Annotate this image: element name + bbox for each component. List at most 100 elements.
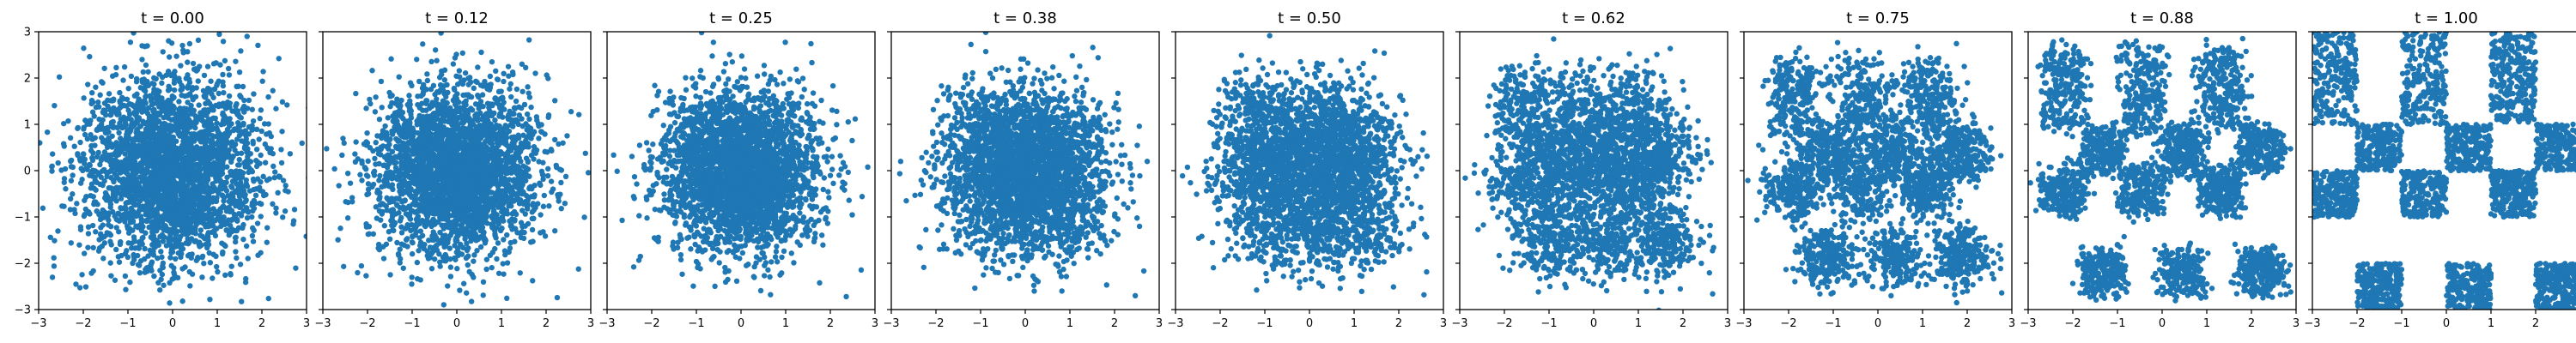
scatter-point — [399, 110, 406, 116]
scatter-point — [90, 150, 96, 156]
scatter-point — [217, 155, 223, 161]
scatter-point — [190, 60, 197, 67]
scatter-point — [427, 244, 434, 250]
scatter-point — [413, 196, 419, 202]
scatter-point — [159, 186, 165, 192]
scatter-point — [276, 56, 282, 62]
scatter-point — [185, 208, 192, 214]
scatter-point — [564, 133, 570, 139]
scatter-point — [140, 69, 146, 75]
scatter-point — [399, 172, 405, 178]
scatter-point — [257, 115, 263, 122]
x-tick-label: −1 — [119, 317, 136, 330]
scatter-point — [83, 165, 89, 172]
scatter-point — [148, 261, 155, 267]
scatter-point — [209, 91, 215, 97]
scatter-point — [124, 131, 130, 138]
scatter-point — [251, 91, 257, 97]
scatter-point — [477, 99, 484, 105]
scatter-point — [98, 225, 104, 231]
scatter-point — [81, 95, 87, 101]
scatter-point — [476, 93, 482, 100]
scatter-point — [223, 188, 230, 194]
scatter-point — [121, 137, 127, 144]
scatter-point — [163, 163, 170, 169]
scatter-point — [235, 128, 241, 134]
scatter-point — [152, 145, 158, 151]
scatter-point — [162, 140, 168, 146]
scatter-point — [97, 92, 103, 98]
scatter-point — [85, 244, 91, 250]
scatter-point — [389, 128, 395, 135]
scatter-point — [215, 268, 221, 275]
scatter-point — [400, 206, 407, 213]
scatter-point — [233, 249, 239, 255]
scatter-point — [280, 178, 287, 184]
scatter-point — [118, 205, 124, 211]
scatter-point — [137, 123, 144, 129]
scatter-point — [197, 211, 203, 218]
scatter-point — [235, 200, 242, 207]
scatter-point — [113, 246, 119, 253]
scatter-point — [284, 102, 290, 108]
scatter-point — [270, 87, 276, 93]
scatter-point — [176, 79, 183, 85]
scatter-point — [238, 48, 244, 54]
scatter-point — [526, 90, 532, 96]
scatter-point — [235, 185, 241, 191]
scatter-point — [125, 107, 131, 113]
scatter-point — [222, 179, 228, 186]
scatter-point — [502, 191, 509, 198]
scatter-point — [167, 233, 173, 239]
scatter-point — [244, 140, 251, 147]
scatter-points — [324, 32, 591, 308]
scatter-point — [173, 232, 179, 238]
scatter-point — [100, 182, 106, 189]
scatter-point — [191, 174, 197, 181]
scatter-point — [401, 178, 407, 184]
scatter-point — [152, 115, 158, 121]
scatter-point — [509, 153, 515, 160]
scatter-point — [191, 228, 198, 234]
scatter-point — [468, 298, 475, 304]
scatter-point — [147, 93, 154, 99]
scatter-point — [228, 168, 234, 175]
scatter-point — [197, 227, 204, 233]
scatter-point — [186, 76, 192, 82]
scatter-point — [364, 191, 370, 198]
scatter-point — [156, 193, 163, 199]
scatter-point — [148, 266, 154, 272]
scatter-point — [540, 159, 546, 165]
scatter-point — [150, 249, 156, 255]
scatter-point — [184, 155, 190, 161]
scatter-point — [70, 164, 76, 171]
scatter-point — [159, 219, 166, 226]
scatter-point — [387, 103, 393, 110]
scatter-point — [160, 49, 166, 55]
scatter-point — [77, 139, 83, 146]
scatter-point — [122, 250, 129, 257]
scatter-point — [526, 37, 532, 43]
scatter-point — [123, 286, 129, 292]
scatter-point — [153, 137, 160, 143]
scatter-point — [167, 103, 173, 109]
scatter-point — [166, 38, 172, 44]
scatter-point — [367, 96, 373, 103]
scatter-point — [212, 232, 219, 239]
scatter-point — [92, 174, 98, 180]
scatter-point — [457, 74, 463, 80]
scatter-point — [150, 89, 157, 95]
scatter-point — [89, 157, 96, 164]
scatter-point — [528, 104, 534, 111]
scatter-point — [260, 69, 266, 75]
scatter-point — [501, 70, 507, 77]
scatter-point — [106, 152, 112, 159]
scatter-point — [191, 107, 197, 113]
scatter-point — [191, 66, 197, 73]
scatter-point — [472, 101, 479, 107]
scatter-point — [186, 268, 192, 275]
scatter-point — [90, 194, 97, 200]
scatter-point — [380, 256, 387, 262]
scatter-point — [120, 183, 126, 190]
